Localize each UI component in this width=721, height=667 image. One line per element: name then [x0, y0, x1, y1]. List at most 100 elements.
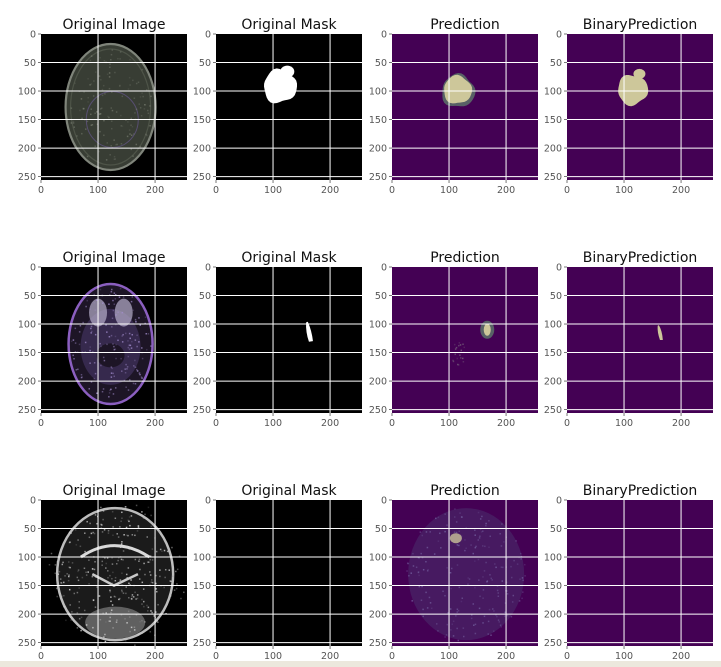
brain-texture — [139, 146, 142, 148]
mask-background — [216, 500, 362, 646]
brain-texture — [115, 111, 118, 113]
image-texture — [106, 544, 109, 547]
image-texture — [120, 613, 123, 616]
image-texture — [109, 590, 111, 593]
prediction-noise — [482, 576, 484, 578]
image-texture — [67, 579, 70, 582]
image-texture — [143, 600, 145, 603]
prediction-noise — [444, 513, 446, 515]
subplot-3-3: 0 100 200 0 50 100 150 200 250 Prediction — [369, 483, 538, 660]
brain-texture — [93, 293, 95, 296]
image-texture — [107, 529, 110, 532]
image-texture — [151, 559, 154, 561]
prediction-noise — [472, 603, 475, 605]
prediction-noise — [496, 589, 499, 592]
brain-texture — [86, 299, 89, 302]
image-texture — [116, 533, 118, 535]
brain-texture — [129, 58, 131, 61]
prediction-noise — [497, 595, 500, 598]
brain-texture — [141, 92, 143, 94]
prediction-noise — [456, 627, 458, 630]
brain-texture — [100, 345, 102, 348]
image-texture — [125, 592, 127, 595]
image-texture — [125, 507, 127, 510]
y-tick-label: 250 — [369, 638, 387, 649]
prediction-noise — [418, 574, 420, 577]
brain-texture — [134, 366, 136, 368]
image-texture — [84, 550, 86, 553]
prediction-noise — [462, 343, 464, 346]
brain-texture — [136, 370, 139, 372]
image-texture — [88, 536, 91, 539]
x-tick-label: 200 — [321, 418, 339, 429]
noise-texture — [139, 620, 141, 623]
brain-texture — [98, 112, 101, 115]
image-texture — [92, 626, 94, 629]
image-texture — [70, 619, 72, 621]
prediction-noise — [435, 517, 437, 520]
brain-texture — [144, 316, 147, 319]
y-tick-label: 50 — [24, 291, 36, 302]
brain-texture — [141, 347, 143, 349]
prediction-noise — [496, 585, 499, 588]
brain-texture — [101, 390, 104, 393]
brain-texture — [134, 366, 137, 368]
brain-texture — [113, 375, 115, 378]
prediction-noise — [468, 578, 471, 580]
y-tick-label: 150 — [193, 115, 211, 126]
prediction-background — [392, 34, 538, 180]
noise-texture — [100, 526, 103, 529]
noise-texture — [135, 504, 138, 507]
subplot-2-1: 0 100 200 0 50 100 150 200 250 Original Image — [18, 250, 187, 429]
prediction-noise — [412, 552, 414, 555]
brain-texture — [110, 366, 113, 368]
brain-texture — [131, 340, 133, 343]
image-texture — [168, 569, 171, 571]
image-texture — [68, 588, 71, 591]
image-texture — [106, 557, 109, 559]
x-tick-label: 100 — [440, 651, 458, 660]
image-texture — [124, 506, 127, 508]
brain-texture — [146, 89, 148, 91]
image-texture — [64, 575, 66, 577]
prediction-noise — [458, 344, 460, 347]
prediction-noise — [470, 614, 473, 616]
noise-texture — [111, 510, 114, 513]
image-texture — [111, 563, 114, 565]
noise-texture — [107, 532, 110, 534]
prediction-noise — [506, 590, 508, 592]
image-texture — [80, 629, 82, 632]
brain-stem — [96, 343, 125, 368]
brain-texture — [138, 341, 140, 343]
x-tick-label: 0 — [38, 418, 44, 429]
prediction-noise — [455, 521, 458, 523]
brain-texture — [113, 345, 115, 348]
image-texture — [92, 599, 95, 602]
brain-texture — [78, 331, 81, 333]
noise-texture — [125, 534, 128, 537]
image-texture — [59, 578, 62, 580]
brain-texture — [93, 362, 96, 364]
image-texture — [100, 506, 102, 509]
prediction-noise — [460, 357, 462, 359]
image-texture — [139, 568, 141, 571]
prediction-noise — [437, 630, 439, 632]
prediction-noise — [493, 610, 495, 612]
prediction-noise — [479, 528, 482, 531]
x-tick-label: 200 — [497, 418, 515, 429]
subplot-2-4: 0 100 200 0 50 100 150 200 250 BinaryPrediction — [544, 250, 713, 429]
image-texture — [69, 541, 71, 543]
brain-texture — [74, 82, 76, 85]
prediction-noise — [484, 545, 486, 548]
prediction-noise — [451, 623, 454, 625]
noise-texture — [93, 532, 96, 535]
brain-texture — [116, 143, 118, 146]
brain-texture — [128, 344, 131, 346]
brain-texture — [131, 296, 134, 298]
image-texture — [96, 586, 98, 588]
y-tick-label: 50 — [550, 58, 562, 69]
prediction-noise — [454, 508, 456, 510]
prediction-noise — [470, 544, 472, 546]
brain-texture — [111, 326, 113, 328]
image-texture — [109, 620, 112, 622]
